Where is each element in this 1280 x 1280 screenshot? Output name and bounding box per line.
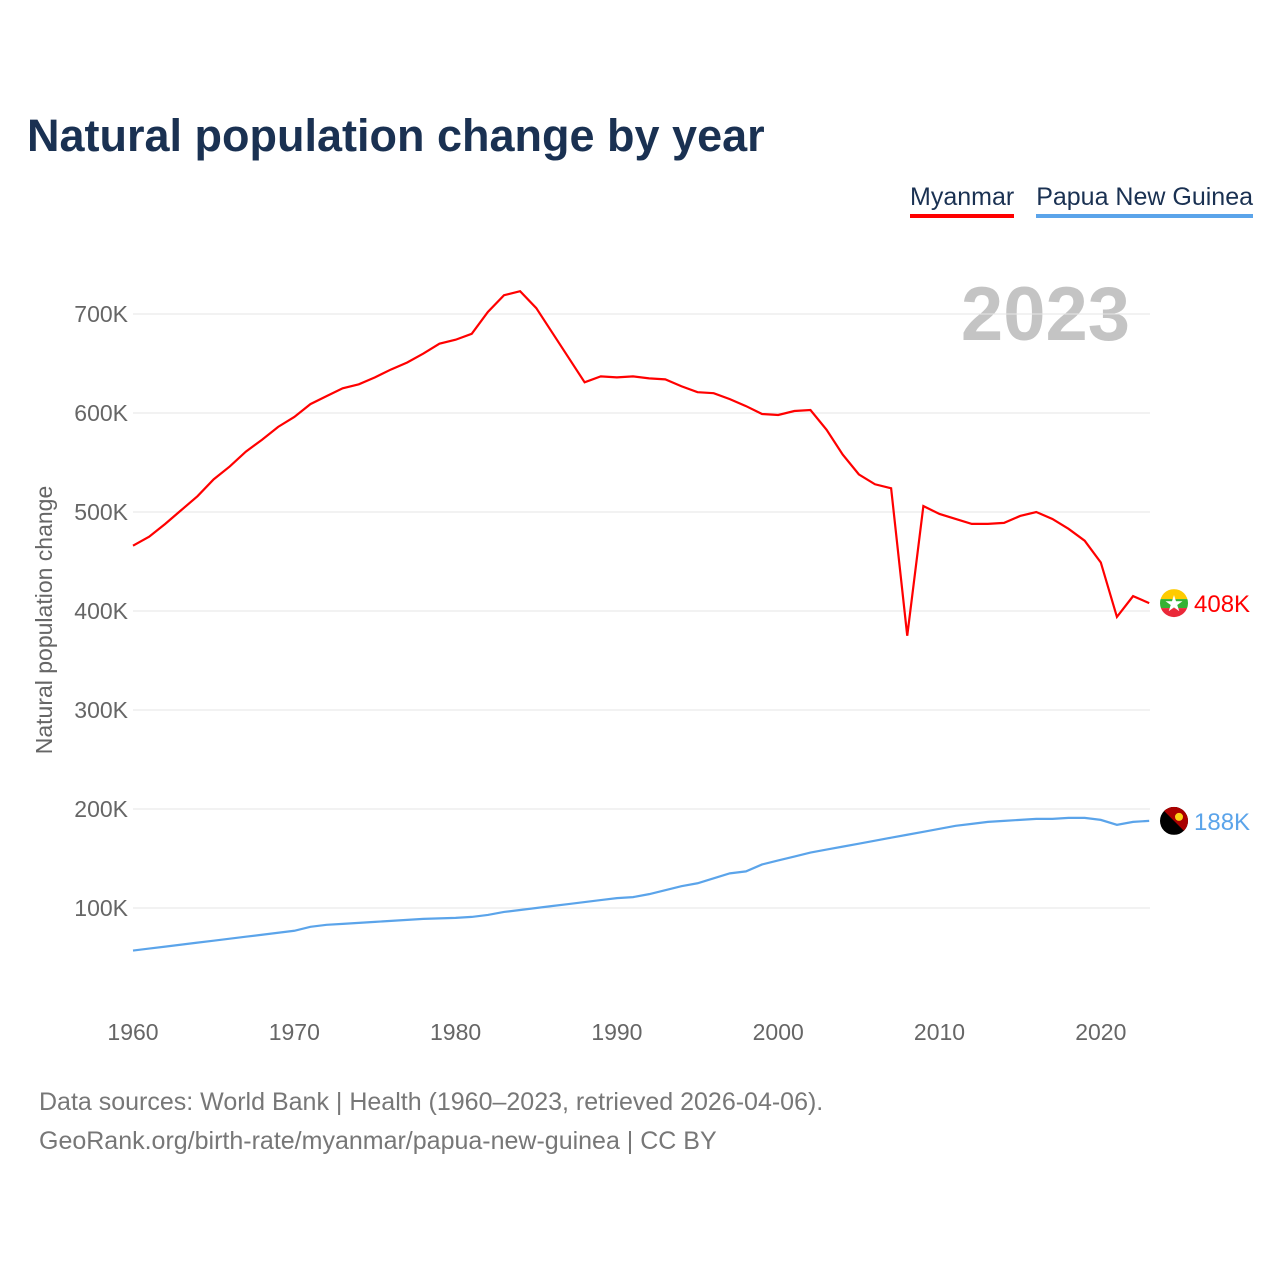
- y-tick-label: 700K: [74, 301, 128, 327]
- end-value-label: 188K: [1194, 809, 1250, 836]
- y-tick-label: 400K: [74, 598, 128, 624]
- x-tick-label: 2020: [1075, 1019, 1126, 1045]
- y-tick-label: 500K: [74, 499, 128, 525]
- series-line-papua-new-guinea: [132, 816, 1150, 952]
- flag-star: ★: [1164, 591, 1184, 616]
- y-tick-label: 300K: [74, 697, 128, 723]
- legend-myanmar[interactable]: Myanmar: [910, 183, 1015, 218]
- flag-bird: [1175, 812, 1183, 821]
- end-value-label: 408K: [1194, 591, 1250, 618]
- x-tick-label: 1960: [107, 1019, 158, 1045]
- x-tick-label: 1990: [591, 1019, 642, 1045]
- y-axis-label: Natural population change: [31, 486, 57, 755]
- x-tick-label: 2000: [753, 1019, 804, 1045]
- papua-new-guinea-flag-icon: [1160, 806, 1188, 835]
- x-tick-label: 2010: [914, 1019, 965, 1045]
- flag-stripe: [1160, 599, 1188, 609]
- flag-body: [1160, 806, 1188, 835]
- series-line-myanmar: [132, 290, 1150, 636]
- legend: Myanmar Papua New Guinea: [910, 183, 1253, 218]
- myanmar-flag-icon: ★: [1160, 589, 1188, 618]
- x-tick-label: 1970: [269, 1019, 320, 1045]
- flag-body: ★: [1160, 589, 1188, 618]
- footer-link[interactable]: GeoRank.org/birth-rate/myanmar/papua-new…: [39, 1127, 717, 1155]
- chart-title: Natural population change by year: [27, 110, 765, 161]
- flag-stripe: [1160, 608, 1188, 618]
- y-tick-label: 100K: [74, 895, 128, 921]
- flag-stripe: [1160, 589, 1188, 600]
- y-tick-label: 600K: [74, 400, 128, 426]
- footer-source: Data sources: World Bank | Health (1960–…: [39, 1088, 824, 1116]
- legend-papua-new-guinea[interactable]: Papua New Guinea: [1036, 183, 1253, 218]
- y-tick-label: 200K: [74, 796, 128, 822]
- x-tick-label: 1980: [430, 1019, 481, 1045]
